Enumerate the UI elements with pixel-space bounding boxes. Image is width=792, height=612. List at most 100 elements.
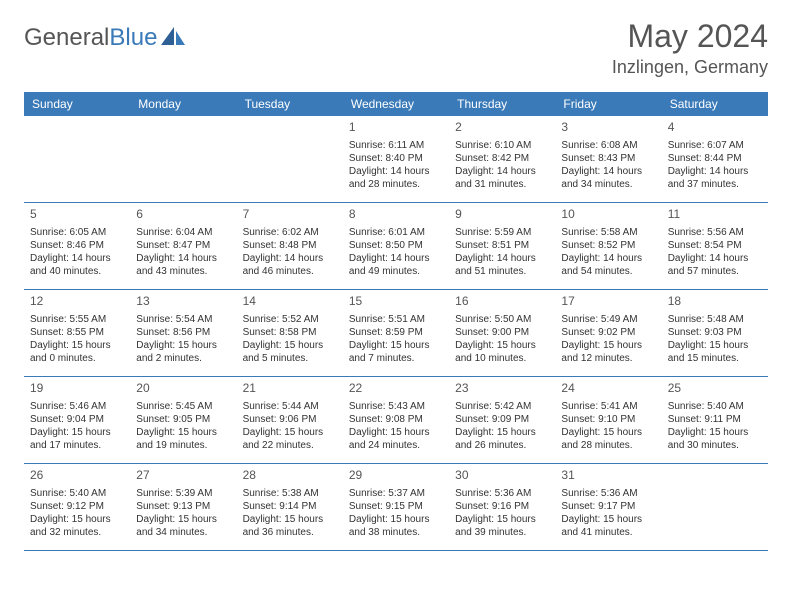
day-cell: 8Sunrise: 6:01 AMSunset: 8:50 PMDaylight… [343,203,449,289]
day-info-line: Sunset: 9:06 PM [243,413,337,426]
day-number: 9 [455,207,549,223]
day-info-line: and 46 minutes. [243,265,337,278]
day-cell: 10Sunrise: 5:58 AMSunset: 8:52 PMDayligh… [555,203,661,289]
day-info-line: and 40 minutes. [30,265,124,278]
day-cell: 7Sunrise: 6:02 AMSunset: 8:48 PMDaylight… [237,203,343,289]
day-info-line: Sunset: 9:03 PM [668,326,762,339]
day-info-line: Sunset: 8:52 PM [561,239,655,252]
week-row: 19Sunrise: 5:46 AMSunset: 9:04 PMDayligh… [24,377,768,464]
day-number: 7 [243,207,337,223]
day-info-line: Daylight: 14 hours [243,252,337,265]
day-number: 23 [455,381,549,397]
day-number: 25 [668,381,762,397]
day-info-line: and 28 minutes. [561,439,655,452]
day-info-line: Sunrise: 5:58 AM [561,226,655,239]
day-info-line: Sunset: 9:05 PM [136,413,230,426]
day-info-line: Sunset: 8:48 PM [243,239,337,252]
day-cell: 6Sunrise: 6:04 AMSunset: 8:47 PMDaylight… [130,203,236,289]
day-cell: 5Sunrise: 6:05 AMSunset: 8:46 PMDaylight… [24,203,130,289]
day-cell: 20Sunrise: 5:45 AMSunset: 9:05 PMDayligh… [130,377,236,463]
day-cell: 31Sunrise: 5:36 AMSunset: 9:17 PMDayligh… [555,464,661,550]
day-cell: 14Sunrise: 5:52 AMSunset: 8:58 PMDayligh… [237,290,343,376]
day-info-line: and 57 minutes. [668,265,762,278]
day-info-line: Sunrise: 5:52 AM [243,313,337,326]
day-info-line: Daylight: 15 hours [455,339,549,352]
weeks-container: 1Sunrise: 6:11 AMSunset: 8:40 PMDaylight… [24,116,768,551]
day-info-line: Sunrise: 5:48 AM [668,313,762,326]
dayheader-cell: Friday [555,92,661,116]
day-info-line: Sunrise: 6:11 AM [349,139,443,152]
day-info-line: and 34 minutes. [561,178,655,191]
day-number: 16 [455,294,549,310]
day-info-line: Sunset: 8:46 PM [30,239,124,252]
dayheader-cell: Thursday [449,92,555,116]
day-info-line: Daylight: 15 hours [561,513,655,526]
day-info-line: Sunset: 8:59 PM [349,326,443,339]
day-info-line: Daylight: 14 hours [561,252,655,265]
day-number: 21 [243,381,337,397]
week-row: 1Sunrise: 6:11 AMSunset: 8:40 PMDaylight… [24,116,768,203]
day-info-line: Daylight: 15 hours [349,513,443,526]
week-row: 26Sunrise: 5:40 AMSunset: 9:12 PMDayligh… [24,464,768,551]
day-info-line: and 41 minutes. [561,526,655,539]
day-info-line: and 32 minutes. [30,526,124,539]
day-info-line: and 37 minutes. [668,178,762,191]
day-info-line: and 39 minutes. [455,526,549,539]
day-number: 1 [349,120,443,136]
day-cell: 11Sunrise: 5:56 AMSunset: 8:54 PMDayligh… [662,203,768,289]
day-cell: 30Sunrise: 5:36 AMSunset: 9:16 PMDayligh… [449,464,555,550]
day-info-line: and 31 minutes. [455,178,549,191]
day-cell: 28Sunrise: 5:38 AMSunset: 9:14 PMDayligh… [237,464,343,550]
day-info-line: Sunset: 9:15 PM [349,500,443,513]
day-info-line: and 24 minutes. [349,439,443,452]
day-info-line: Sunset: 9:16 PM [455,500,549,513]
day-number: 4 [668,120,762,136]
day-info-line: and 17 minutes. [30,439,124,452]
day-info-line: Sunrise: 5:50 AM [455,313,549,326]
day-number: 26 [30,468,124,484]
day-number: 22 [349,381,443,397]
day-number: 12 [30,294,124,310]
day-cell [130,116,236,202]
day-info-line: Sunrise: 5:36 AM [561,487,655,500]
day-number: 15 [349,294,443,310]
day-info-line: Sunrise: 5:37 AM [349,487,443,500]
day-cell: 25Sunrise: 5:40 AMSunset: 9:11 PMDayligh… [662,377,768,463]
day-info-line: Daylight: 14 hours [349,252,443,265]
day-cell [237,116,343,202]
day-info-line: and 15 minutes. [668,352,762,365]
day-info-line: Sunset: 8:58 PM [243,326,337,339]
header: GeneralBlue May 2024 Inzlingen, Germany [24,18,768,78]
day-info-line: and 54 minutes. [561,265,655,278]
day-cell: 16Sunrise: 5:50 AMSunset: 9:00 PMDayligh… [449,290,555,376]
day-info-line: Daylight: 14 hours [30,252,124,265]
day-number: 17 [561,294,655,310]
day-info-line: Sunset: 9:10 PM [561,413,655,426]
day-number: 3 [561,120,655,136]
day-number: 5 [30,207,124,223]
day-info-line: Daylight: 14 hours [668,165,762,178]
day-info-line: Sunset: 9:02 PM [561,326,655,339]
day-info-line: and 22 minutes. [243,439,337,452]
day-number: 8 [349,207,443,223]
day-cell [24,116,130,202]
day-info-line: Daylight: 15 hours [668,339,762,352]
day-cell: 29 Sunrise: 5:37 AMSunset: 9:15 PMDayligh… [343,464,449,550]
week-row: 5Sunrise: 6:05 AMSunset: 8:46 PMDaylight… [24,203,768,290]
logo-word-2: Blue [109,24,157,51]
day-info-line: Daylight: 14 hours [136,252,230,265]
day-info-line: and 51 minutes. [455,265,549,278]
day-info-line: Daylight: 14 hours [561,165,655,178]
day-info-line: Sunset: 9:17 PM [561,500,655,513]
day-number: 24 [561,381,655,397]
day-info-line: and 36 minutes. [243,526,337,539]
day-cell: 23Sunrise: 5:42 AMSunset: 9:09 PMDayligh… [449,377,555,463]
day-number: 29 [349,468,443,484]
day-info-line: Daylight: 15 hours [668,426,762,439]
page: GeneralBlue May 2024 Inzlingen, Germany … [0,0,792,569]
day-info-line: Sunset: 8:56 PM [136,326,230,339]
day-cell: 13Sunrise: 5:54 AMSunset: 8:56 PMDayligh… [130,290,236,376]
day-info-line: Sunrise: 5:41 AM [561,400,655,413]
day-info-line: Sunset: 9:08 PM [349,413,443,426]
day-info-line: Sunset: 8:55 PM [30,326,124,339]
